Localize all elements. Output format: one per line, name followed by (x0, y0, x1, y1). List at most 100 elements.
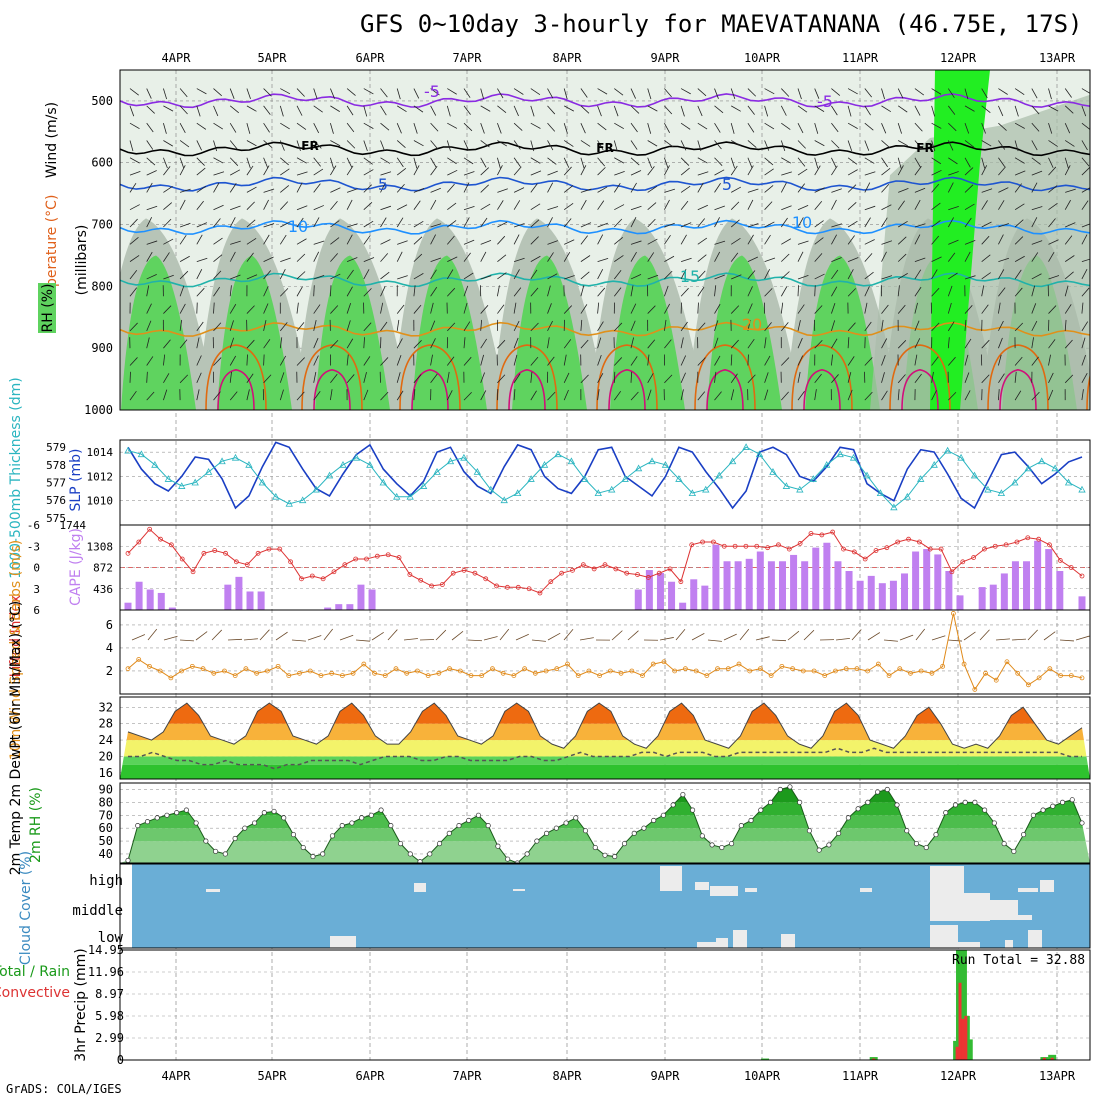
wind-barb (664, 122, 670, 134)
rh-point (213, 848, 219, 854)
wind-barb (781, 122, 791, 130)
temp-band (120, 723, 1090, 741)
wind-barb (380, 217, 387, 228)
lifted-index-point (624, 570, 630, 576)
cape-bar (712, 544, 720, 610)
pressure-tick: 800 (91, 279, 113, 293)
rh-point (612, 853, 618, 860)
wind-barb (1064, 105, 1074, 114)
wind-barb (296, 217, 304, 228)
wind-barb (229, 122, 237, 133)
wind-barb (831, 303, 836, 314)
wind-barb (196, 268, 203, 280)
wind-barb (1081, 223, 1090, 228)
wind-barb (330, 220, 340, 228)
wind-barb (380, 391, 389, 401)
lifted-index-point (613, 566, 619, 572)
rh-point (972, 799, 978, 805)
wind-barb (680, 268, 687, 280)
isotherm-25-loop (496, 344, 558, 410)
wind-barb (931, 235, 940, 245)
lifted-index-point (700, 539, 705, 545)
wind-barb (480, 251, 487, 262)
isotherm-label: 20 (742, 315, 762, 334)
wind-barb (146, 371, 148, 383)
wind-speed-point (993, 677, 999, 683)
wind-barb (129, 157, 140, 164)
thickness-point (137, 450, 146, 458)
wind-barb (279, 234, 287, 245)
wind-barb (430, 199, 437, 210)
wind-barb (346, 320, 351, 331)
wind-barb (964, 217, 972, 228)
wind10m-axis-label: 10m Wind Speed & Barbs (m/s) (8, 540, 24, 760)
wind-barb (647, 166, 655, 176)
temp-marks (120, 702, 1090, 779)
lifted-index-point (895, 539, 901, 545)
lifted-index-point (656, 570, 662, 576)
wind-barb (780, 182, 787, 193)
wind-barb (831, 286, 838, 297)
lifted-index-point (537, 590, 543, 596)
wind-barb (146, 88, 152, 99)
wind-barb (981, 285, 985, 297)
wind-barb (413, 88, 420, 99)
wind-barb (730, 354, 733, 366)
cape-bar (357, 584, 365, 610)
isotherm-label: -5 (424, 82, 440, 101)
rh-tick: 50 (99, 834, 113, 848)
wind-barb (981, 88, 988, 99)
wind-barb (931, 322, 940, 332)
rh-point (427, 851, 433, 857)
wind-barb (430, 302, 434, 314)
date-tick-top: 12APR (940, 51, 977, 65)
wind-barb (664, 157, 669, 169)
wind-barb (881, 157, 888, 168)
lifted-index-point (851, 549, 857, 555)
wind-barb (998, 257, 1010, 263)
wind-barb (597, 200, 605, 210)
wind-speed-point (479, 673, 485, 678)
surface-wind-barb (531, 639, 546, 642)
wind-barb (129, 255, 140, 262)
wind-barb (764, 185, 774, 193)
wind-barb (1081, 157, 1090, 167)
wind-barb (1048, 251, 1055, 262)
wind-barb (1064, 339, 1073, 349)
rh-tick: 60 (99, 821, 113, 835)
wind-barb (346, 105, 354, 116)
wind-barb (396, 105, 407, 113)
temp-band (120, 740, 1090, 757)
wind-barb (714, 240, 726, 245)
surface-wind-barb (147, 628, 158, 641)
wind-barb (881, 240, 893, 245)
wind-barb (697, 140, 702, 152)
wind-barb (747, 270, 756, 280)
wind-barb (814, 165, 821, 176)
wind-barb (1031, 252, 1039, 262)
wind-barb (730, 88, 736, 100)
wind-barb (630, 337, 634, 349)
wind-speed-point (940, 663, 946, 669)
thickness-point (258, 478, 267, 486)
wind-speed-point (490, 666, 495, 672)
wind-barb (1064, 255, 1075, 262)
wind-barb (931, 169, 942, 176)
wind-barb (196, 140, 202, 151)
wind-speed-point (736, 661, 742, 667)
rh-point (680, 792, 686, 798)
upper-marks (120, 70, 1090, 410)
wind-barb (714, 391, 722, 401)
wind-barb (998, 389, 1000, 401)
wind-barb (563, 339, 572, 349)
thickness-point (124, 446, 132, 454)
wind-barb (931, 157, 942, 165)
lifted-index-point (938, 546, 944, 552)
wind-barb (697, 302, 699, 314)
wind-barb (981, 304, 989, 314)
wind-barb (881, 304, 889, 314)
wind-barb (313, 122, 320, 134)
wind-barb (998, 287, 1006, 297)
surface-wind-barb (419, 639, 435, 641)
rh-point (797, 799, 803, 805)
